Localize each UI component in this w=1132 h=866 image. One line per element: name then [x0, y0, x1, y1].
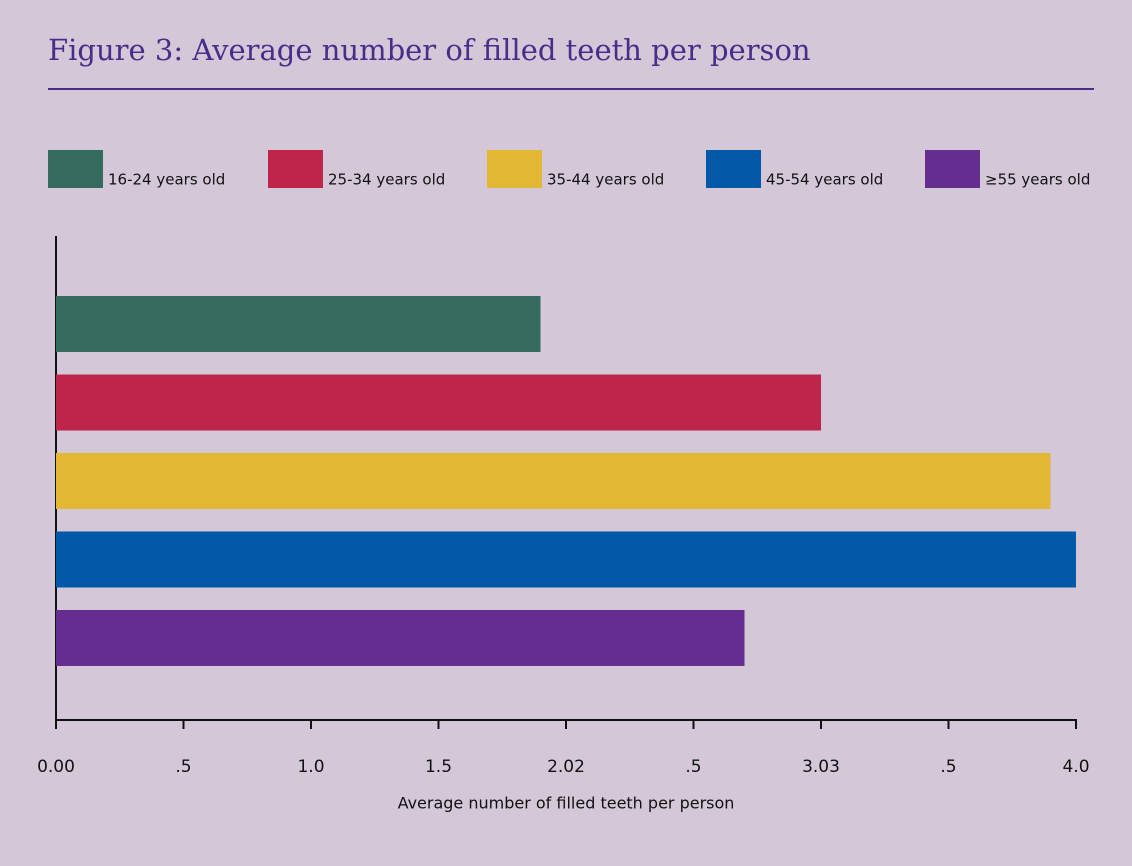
legend-label: 45-54 years old: [766, 171, 883, 189]
legend-swatch: [268, 150, 323, 188]
chart-title: Figure 3: Average number of filled teeth…: [48, 33, 811, 67]
x-tick-label: 2.02: [547, 757, 585, 777]
x-tick-label: 0.00: [37, 757, 75, 777]
x-tick-label: .5: [685, 757, 701, 777]
legend-swatch: [706, 150, 761, 188]
legend-label: 35-44 years old: [547, 171, 664, 189]
legend-label: 16-24 years old: [108, 171, 225, 189]
bar: [56, 374, 821, 431]
x-tick-label: 1.0: [297, 757, 324, 777]
x-tick-label: 1.5: [425, 757, 452, 777]
legend-swatch: [925, 150, 980, 188]
x-tick-label: .5: [175, 757, 191, 777]
x-tick-label: .5: [940, 757, 956, 777]
legend-label: 25-34 years old: [328, 171, 445, 189]
legend-label: ≥55 years old: [985, 171, 1090, 189]
bar: [56, 610, 745, 666]
x-tick-label: 4.0: [1062, 757, 1089, 777]
legend-swatch: [48, 150, 103, 188]
bar: [56, 453, 1051, 509]
x-axis-label: Average number of filled teeth per perso…: [398, 794, 735, 813]
bar: [56, 296, 541, 352]
x-tick-label: 3.03: [802, 757, 840, 777]
legend-swatch: [487, 150, 542, 188]
bar: [56, 531, 1076, 588]
